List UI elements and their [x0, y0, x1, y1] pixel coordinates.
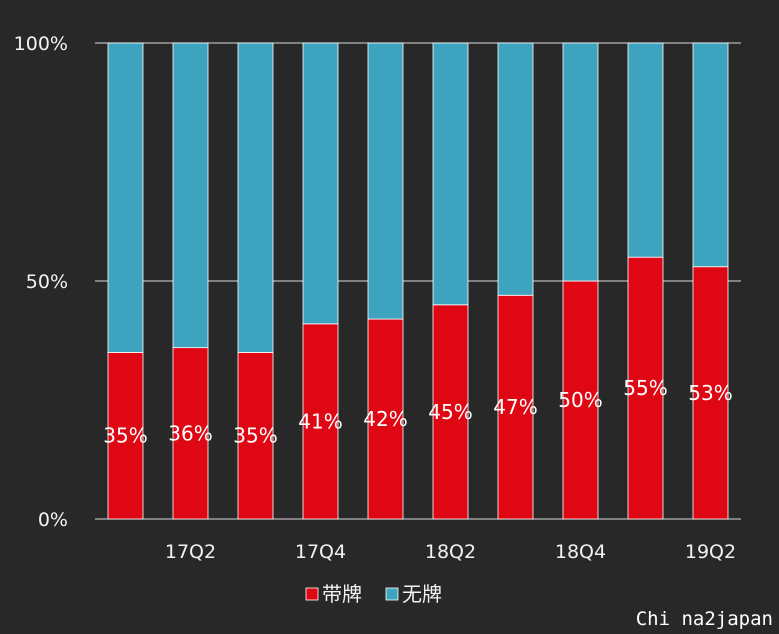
x-tick-label: 17Q2: [165, 541, 216, 563]
y-tick-label: 50%: [26, 271, 68, 293]
y-tick-label: 0%: [38, 509, 68, 531]
data-label: 55%: [623, 376, 667, 400]
bar-segment: [692, 266, 729, 520]
legend-swatch: [305, 587, 319, 601]
legend-label: 无牌: [402, 582, 442, 606]
bar-segment: [497, 42, 534, 296]
bar-segment: [107, 42, 144, 353]
data-label: 42%: [363, 407, 407, 431]
bar-segment: [237, 351, 274, 520]
bar-segment: [627, 256, 664, 520]
bar-segment: [432, 42, 469, 306]
x-tick-label: 17Q4: [295, 541, 346, 563]
bar-segment: [172, 347, 209, 520]
y-axis: 0% 50% 100%: [14, 33, 68, 531]
bar-segment: [562, 42, 599, 282]
data-label: 50%: [558, 388, 602, 412]
watermark: Chi na2japan: [635, 608, 773, 630]
bar-segment: [367, 318, 404, 520]
bar-segment: [107, 351, 144, 520]
legend: 带牌 无牌: [305, 582, 442, 606]
data-label: 47%: [493, 395, 537, 419]
x-tick-label: 18Q2: [425, 541, 476, 563]
bar-segment: [692, 42, 729, 268]
data-label: 35%: [103, 424, 147, 448]
bars: [107, 42, 729, 520]
data-label: 35%: [233, 424, 277, 448]
x-tick-label: 19Q2: [685, 541, 736, 563]
data-label: 41%: [298, 409, 342, 433]
data-label: 45%: [428, 400, 472, 424]
bar-segment: [497, 294, 534, 520]
x-axis: 17Q2 17Q4 18Q2 18Q4 19Q2: [165, 541, 736, 563]
x-tick-label: 18Q4: [555, 541, 606, 563]
bar-segment: [237, 42, 274, 353]
bar-segment: [172, 42, 209, 349]
data-label: 36%: [168, 421, 212, 445]
bar-segment: [367, 42, 404, 320]
bar-segment: [562, 280, 599, 520]
legend-swatch: [385, 587, 399, 601]
bar-segment: [302, 323, 339, 520]
legend-label: 带牌: [322, 582, 362, 606]
bar-segment: [302, 42, 339, 325]
data-label: 53%: [688, 381, 732, 405]
data-labels: 35% 36% 35% 41% 42% 45% 47% 50% 55% 53%: [103, 376, 732, 448]
bar-segment: [627, 42, 664, 258]
bar-segment: [432, 304, 469, 520]
y-tick-label: 100%: [14, 33, 68, 55]
